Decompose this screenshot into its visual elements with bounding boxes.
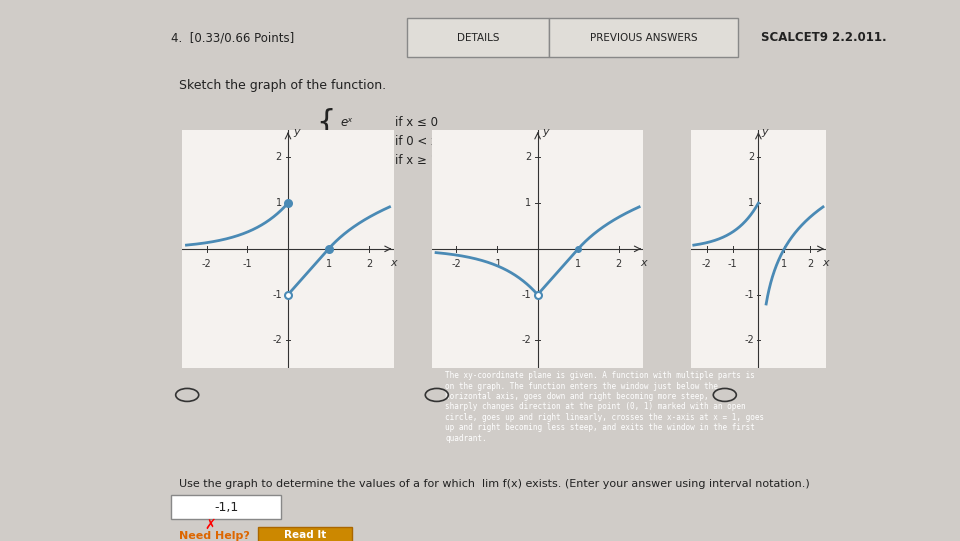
Text: -1: -1 (273, 289, 282, 300)
Text: {: { (317, 108, 336, 136)
Text: 1: 1 (325, 259, 331, 269)
Text: x: x (823, 258, 828, 268)
FancyBboxPatch shape (407, 18, 549, 57)
Text: SCALCET9 2.2.011.: SCALCET9 2.2.011. (761, 31, 887, 44)
Text: 2: 2 (615, 259, 622, 269)
Text: Need Help?: Need Help? (179, 531, 250, 541)
Text: x − 1: x − 1 (341, 135, 372, 148)
FancyBboxPatch shape (171, 495, 281, 519)
Text: 2: 2 (366, 259, 372, 269)
Text: -2: -2 (272, 335, 282, 345)
Text: -1: -1 (745, 289, 755, 300)
Text: 2: 2 (525, 153, 532, 162)
Text: The xy-coordinate plane is given. A function with multiple parts is
on the graph: The xy-coordinate plane is given. A func… (445, 371, 764, 443)
Text: ln(x): ln(x) (341, 154, 368, 167)
Text: 1: 1 (781, 259, 787, 269)
Text: 2: 2 (807, 259, 813, 269)
Text: ✗: ✗ (204, 518, 216, 532)
Text: y: y (293, 127, 300, 137)
Text: x: x (391, 258, 396, 268)
Text: -1,1: -1,1 (214, 501, 238, 514)
FancyBboxPatch shape (549, 18, 738, 57)
Text: -2: -2 (745, 335, 755, 345)
Text: Sketch the graph of the function.: Sketch the graph of the function. (179, 79, 386, 92)
Text: if x ≥ 1: if x ≥ 1 (396, 154, 439, 167)
Text: -2: -2 (521, 335, 532, 345)
Text: -2: -2 (702, 259, 711, 269)
Text: -1: -1 (243, 259, 252, 269)
FancyBboxPatch shape (257, 527, 352, 541)
Text: -1: -1 (522, 289, 532, 300)
Text: Read It: Read It (284, 530, 326, 539)
Text: 1: 1 (525, 198, 532, 208)
Text: PREVIOUS ANSWERS: PREVIOUS ANSWERS (589, 33, 697, 43)
Text: f(x) =: f(x) = (274, 135, 309, 148)
Text: -1: -1 (492, 259, 502, 269)
Text: if x ≤ 0: if x ≤ 0 (396, 116, 439, 129)
Text: eˣ: eˣ (341, 116, 353, 129)
Text: y: y (761, 127, 768, 137)
Text: x: x (640, 258, 646, 268)
Text: Use the graph to determine the values of a for which  lim f(x) exists. (Enter yo: Use the graph to determine the values of… (179, 479, 809, 489)
Text: 2: 2 (276, 153, 282, 162)
Text: 4.  [0.33/0.66 Points]: 4. [0.33/0.66 Points] (171, 31, 295, 44)
Text: 1: 1 (575, 259, 581, 269)
Text: -2: -2 (451, 259, 461, 269)
Text: 1: 1 (749, 198, 755, 208)
Text: if 0 < x < 1: if 0 < x < 1 (396, 135, 464, 148)
Text: 1: 1 (276, 198, 282, 208)
Text: -2: -2 (202, 259, 211, 269)
Text: DETAILS: DETAILS (457, 33, 499, 43)
Text: 2: 2 (748, 153, 755, 162)
Text: -1: -1 (728, 259, 737, 269)
Text: y: y (542, 127, 549, 137)
